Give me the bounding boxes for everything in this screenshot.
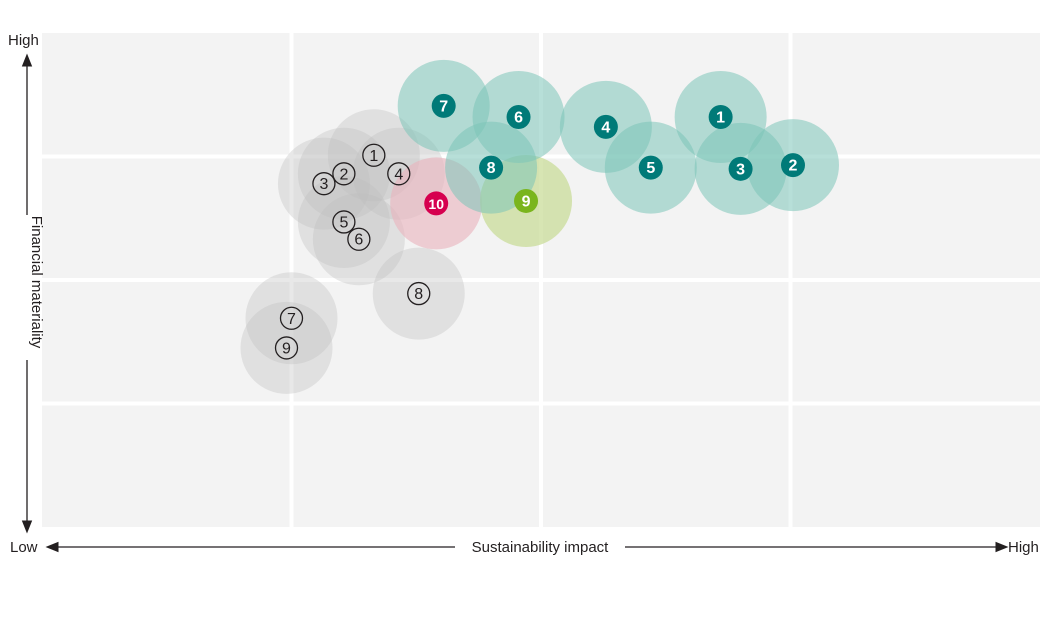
- marker-dot: [728, 156, 753, 181]
- gray-bubble-8: [372, 247, 465, 340]
- marker-label: 8: [487, 160, 496, 177]
- gray-marker-1[interactable]: 1: [362, 143, 386, 167]
- marker-ring: [362, 143, 386, 167]
- y-high-label: High: [8, 32, 39, 49]
- gray-bubble-5: [297, 175, 390, 268]
- marker-dot: [593, 114, 618, 139]
- marker-ring: [274, 336, 299, 360]
- marker-ring: [332, 162, 356, 186]
- marker-label: 3: [736, 161, 745, 178]
- marker-label: 1: [369, 148, 378, 165]
- x-high-label: High: [1008, 539, 1039, 556]
- gray-marker-8[interactable]: 8: [407, 281, 431, 306]
- marker-label: 7: [287, 311, 296, 328]
- marker-label: 6: [514, 109, 523, 126]
- y-axis-label: Financial materiality: [28, 216, 45, 349]
- marker-dot: [431, 93, 456, 118]
- gray-bubble-3: [277, 137, 370, 230]
- green-marker-9[interactable]: 9: [514, 188, 539, 213]
- marker-ring: [347, 227, 371, 251]
- teal-marker-6[interactable]: 6: [506, 104, 531, 129]
- marker-label: 2: [339, 166, 348, 183]
- teal-marker-7[interactable]: 7: [431, 93, 456, 118]
- marker-label: 6: [354, 232, 363, 249]
- marker-dot: [780, 153, 805, 178]
- marker-label: 1: [716, 109, 725, 126]
- marker-label: 7: [439, 98, 448, 115]
- gray-bubble-2: [297, 127, 390, 220]
- marker-label: 9: [282, 340, 291, 357]
- gray-marker-7[interactable]: 7: [279, 306, 304, 330]
- marker-ring: [332, 210, 356, 234]
- marker-ring: [407, 281, 431, 306]
- marker-label: 4: [394, 166, 403, 183]
- marker-label: 5: [646, 160, 655, 177]
- marker-label: 3: [319, 176, 328, 193]
- pink-marker-10[interactable]: 10: [424, 191, 449, 216]
- marker-label: 8: [414, 286, 423, 303]
- x-axis-label: Sustainability impact: [472, 539, 610, 556]
- marker-label: 5: [339, 214, 348, 231]
- marker-dot: [514, 188, 539, 213]
- gray-marker-4[interactable]: 4: [387, 162, 411, 186]
- gray-bubble-9: [240, 301, 333, 394]
- marker-label: 9: [522, 193, 531, 210]
- teal-marker-3[interactable]: 3: [728, 156, 753, 181]
- gray-marker-9[interactable]: 9: [274, 336, 299, 360]
- marker-ring: [387, 162, 411, 186]
- marker-label: 4: [601, 119, 610, 136]
- marker-dot: [638, 155, 663, 180]
- gray-marker-3[interactable]: 3: [312, 172, 336, 196]
- marker-dot: [708, 104, 733, 129]
- gray-bubble-7: [245, 272, 338, 365]
- marker-ring: [279, 306, 304, 330]
- x-low-label: Low: [10, 539, 38, 556]
- bubbles: [240, 59, 839, 394]
- gray-bubble-6: [312, 193, 405, 286]
- marker-label: 10: [428, 196, 444, 212]
- teal-marker-1[interactable]: 1: [708, 104, 733, 129]
- marker-dot: [424, 191, 449, 216]
- marker-dot: [506, 104, 531, 129]
- gray-marker-6[interactable]: 6: [347, 227, 371, 251]
- gray-marker-2[interactable]: 2: [332, 162, 356, 186]
- marker-ring: [312, 172, 336, 196]
- gray-bubble-1: [327, 109, 420, 202]
- teal-marker-4[interactable]: 4: [593, 114, 618, 139]
- teal-marker-8[interactable]: 8: [479, 155, 504, 180]
- gray-marker-5[interactable]: 5: [332, 210, 356, 234]
- marker-dot: [479, 155, 504, 180]
- teal-marker-2[interactable]: 2: [780, 153, 805, 178]
- marker-label: 2: [789, 158, 798, 175]
- teal-marker-5[interactable]: 5: [638, 155, 663, 180]
